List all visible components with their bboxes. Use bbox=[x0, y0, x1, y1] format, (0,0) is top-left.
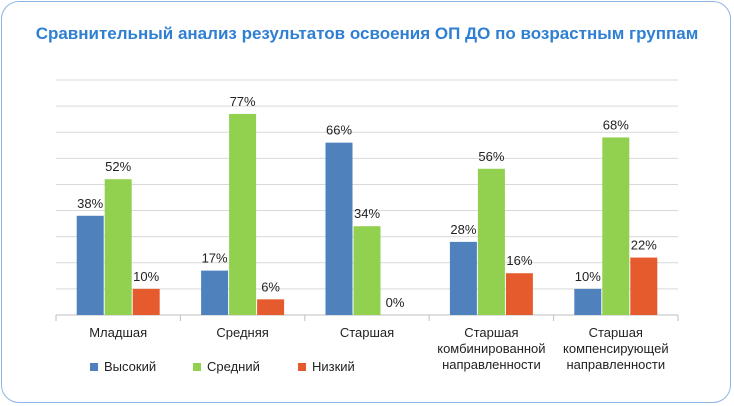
bar bbox=[505, 273, 533, 315]
legend-label: Низкий bbox=[312, 359, 355, 374]
category-label: направленности bbox=[566, 357, 665, 372]
legend-label: Высокий bbox=[104, 359, 157, 374]
category-labels: Младшая Средняя Старшая Старшаякомбинирован… bbox=[89, 325, 668, 372]
bar bbox=[574, 288, 602, 315]
bar bbox=[353, 226, 381, 315]
data-label: 34% bbox=[354, 206, 380, 221]
bar bbox=[477, 168, 505, 315]
category-label: Старшая bbox=[340, 325, 394, 340]
legend: Высокий Средний Низкий bbox=[0, 359, 420, 375]
legend-item: Высокий bbox=[90, 359, 156, 374]
bars bbox=[76, 113, 658, 315]
category-label: Младшая bbox=[89, 325, 147, 340]
data-labels: 38% 52% 10% 17% 77% 6% 66% 34% 0% 28% 56% 16% 10% 68%… bbox=[77, 94, 657, 310]
bar bbox=[76, 215, 104, 315]
bar bbox=[602, 137, 630, 315]
data-label: 17% bbox=[202, 251, 228, 266]
bar bbox=[257, 299, 285, 315]
data-label: 10% bbox=[133, 269, 159, 284]
legend-swatch bbox=[298, 362, 306, 371]
data-label: 52% bbox=[105, 159, 131, 174]
data-label: 16% bbox=[506, 253, 532, 268]
bar bbox=[449, 241, 477, 315]
legend-swatch bbox=[90, 362, 98, 371]
category-label: направленности bbox=[442, 357, 541, 372]
legend-item: Низкий bbox=[298, 359, 355, 374]
data-label: 66% bbox=[326, 123, 352, 138]
chart-title: Сравнительный анализ результатов освоени… bbox=[35, 24, 699, 43]
bar bbox=[201, 270, 229, 315]
data-label: 56% bbox=[478, 149, 504, 164]
data-label: 68% bbox=[603, 117, 629, 132]
bar bbox=[229, 113, 257, 315]
data-label: 0% bbox=[386, 295, 405, 310]
bar bbox=[325, 142, 353, 315]
legend-item: Средний bbox=[193, 359, 260, 374]
bar bbox=[132, 288, 160, 315]
category-label: Старшая bbox=[464, 325, 518, 340]
category-label: Средняя bbox=[216, 325, 268, 340]
legend-label: Средний bbox=[207, 359, 260, 374]
category-label: Старшая bbox=[589, 325, 643, 340]
data-label: 22% bbox=[631, 238, 657, 253]
bar bbox=[630, 257, 658, 315]
category-label: компенсирующей bbox=[563, 341, 669, 356]
data-label: 28% bbox=[450, 222, 476, 237]
data-label: 6% bbox=[261, 279, 280, 294]
data-label: 77% bbox=[230, 94, 256, 109]
legend-swatch bbox=[193, 362, 201, 371]
data-label: 10% bbox=[575, 269, 601, 284]
data-label: 38% bbox=[77, 196, 103, 211]
category-label: комбинированной bbox=[437, 341, 545, 356]
bar bbox=[104, 179, 132, 315]
